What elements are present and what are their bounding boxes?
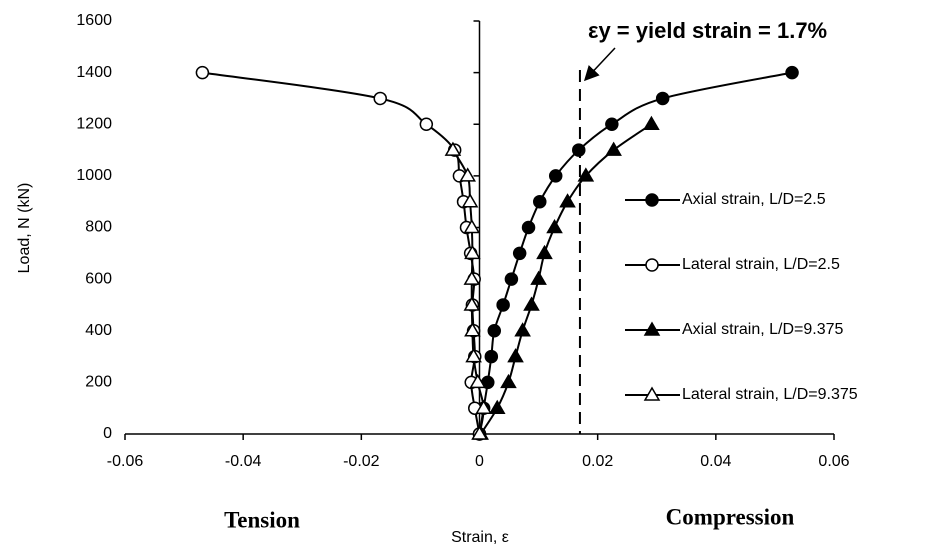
marker [469,373,487,389]
y-axis-label: Load, N (kN) [16,183,33,274]
legend-marker [645,258,659,272]
marker [504,272,519,286]
x-tick-label: 0 [475,453,484,470]
marker [373,91,387,106]
y-tick-label: 400 [85,322,112,339]
x-tick-label: -0.06 [107,453,144,470]
legend-label: Axial strain, L/D=2.5 [682,191,826,208]
marker [463,270,481,285]
marker [500,373,517,389]
marker [488,399,506,414]
annotation-arrow [583,47,616,82]
marker [546,219,563,234]
marker [572,143,586,157]
marker [475,399,492,414]
marker [514,322,531,337]
y-tick-label: 600 [85,270,112,287]
marker [536,244,553,260]
marker [195,65,210,80]
x-tick-label: 0.06 [818,453,849,470]
x-tick-label: 0.04 [700,453,731,470]
annotation: εy = yield strain = 1.7% [588,18,827,43]
marker [643,115,660,130]
marker [605,141,622,156]
legend-marker [643,321,661,336]
marker [512,246,527,261]
legend-label: Axial strain, L/D=9.375 [682,321,844,338]
y-tick-label: 800 [85,219,112,236]
marker [465,348,482,363]
marker [785,65,799,80]
marker [605,117,619,131]
y-tick-label: 1600 [76,12,112,29]
marker [655,91,670,106]
marker [496,298,510,312]
y-tick-label: 1000 [76,167,112,184]
marker [471,425,488,440]
marker [507,348,524,363]
marker [484,349,499,364]
marker [533,194,547,209]
marker [521,220,536,235]
y-tick-label: 200 [85,374,112,391]
marker [559,193,576,208]
series-line [202,71,481,435]
marker [548,169,563,183]
legend-label: Lateral strain, L/D=2.5 [682,256,840,273]
compression-label: Compression [666,504,795,529]
marker [459,167,476,182]
marker [419,117,434,131]
x-tick-label: -0.04 [225,453,262,470]
y-tick-label: 1200 [76,115,112,132]
marker [463,296,481,311]
y-tick-label: 1400 [76,64,112,81]
legend-marker [645,193,659,207]
marker [487,324,502,338]
marker [577,167,595,182]
x-tick-label: -0.02 [343,453,380,470]
marker [464,322,481,337]
marker [463,219,481,234]
tension-label: Tension [224,507,300,532]
y-tick-label: 0 [103,425,112,442]
marker [523,296,540,311]
x-tick-label: 0.02 [582,453,613,470]
marker [464,244,481,260]
legend-marker [643,386,661,401]
legend-label: Lateral strain, L/D=9.375 [682,386,858,403]
marker [444,141,462,156]
marker [461,193,479,208]
x-axis-label: Strain, ε [451,529,509,546]
marker [530,270,547,285]
